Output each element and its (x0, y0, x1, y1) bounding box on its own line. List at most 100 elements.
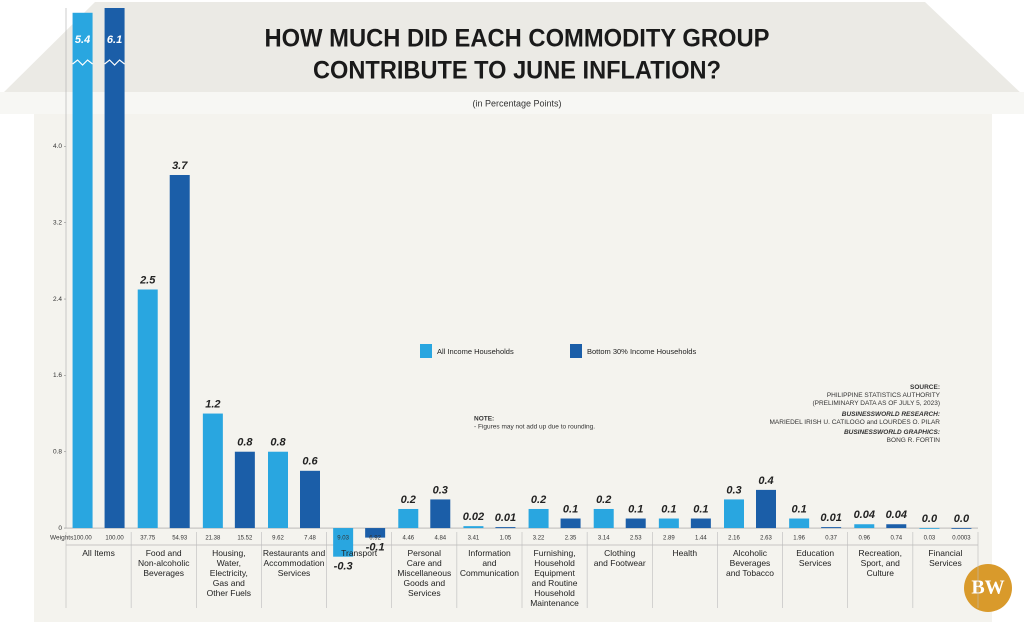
x-tick-label: Restaurants and Accommodation Services (262, 548, 326, 578)
bar (724, 499, 744, 529)
value-label: 1.2 (205, 398, 220, 410)
note-text: - Figures may not add up due to rounding… (474, 424, 595, 431)
weight-label: 1.96 (793, 536, 805, 542)
weight-label: 1.44 (695, 536, 707, 542)
legend-swatch (420, 344, 432, 358)
value-label: -0.1 (366, 542, 385, 554)
bar (951, 528, 972, 529)
y-tick-label: 0.8 (53, 448, 62, 455)
y-tick-label: 2.4 (53, 296, 62, 303)
weight-label: 2.89 (663, 536, 675, 542)
bar (560, 518, 581, 529)
value-label: 0.3 (726, 484, 741, 496)
value-label: 0.2 (596, 494, 611, 506)
bar (593, 508, 614, 529)
y-tick-label: 1.6 (53, 372, 62, 379)
weight-label: 2.53 (630, 536, 642, 542)
value-label: 0.01 (495, 512, 516, 524)
bar (137, 289, 158, 529)
bar (625, 518, 646, 529)
logo-badge (964, 564, 1012, 612)
y-tick-label: 4.0 (53, 143, 62, 150)
weight-label: 2.35 (565, 536, 577, 542)
value-label: 0.1 (628, 503, 643, 515)
x-tick-label: Personal Care and Miscellaneous Goods an… (397, 548, 452, 598)
source-line: (PRELIMINARY DATA AS OF JULY 5, 2023) (812, 400, 940, 408)
bar (430, 499, 451, 529)
weight-label: 0.37 (825, 536, 837, 542)
logo: BW (971, 577, 1004, 599)
value-label: 0.0 (954, 513, 970, 525)
weight-label: 0.0003 (952, 536, 971, 542)
value-label: 0.01 (820, 512, 841, 524)
weight-label: 21.38 (205, 536, 221, 542)
x-tick-label: All Items (82, 548, 115, 558)
value-label: 0.1 (791, 503, 806, 515)
weight-label: 100.00 (105, 536, 124, 542)
value-label: 0.1 (563, 503, 578, 515)
bar (398, 508, 419, 529)
x-tick-label: Information and Communication (459, 548, 519, 578)
x-tick-label: Education Services (796, 548, 835, 568)
chart-title: CONTRIBUTE TO JUNE INFLATION? (313, 57, 721, 85)
weight-label: 37.75 (140, 536, 156, 542)
bar (365, 528, 386, 538)
value-label: 0.8 (270, 437, 286, 449)
x-tick-label: Alcoholic Beverages and Tobacco (725, 548, 775, 578)
value-label: 5.4 (75, 34, 90, 46)
x-tick-label: Recreation, Sport, and Culture (858, 548, 903, 578)
chart-title: HOW MUCH DID EACH COMMODITY GROUP (265, 25, 770, 53)
source-line: PHILIPPINE STATISTICS AUTHORITY (826, 392, 940, 400)
value-label: 3.7 (172, 160, 188, 172)
bar (919, 528, 940, 529)
x-tick-label: Clothing and Footwear (593, 548, 646, 568)
legend-label: All Income Households (437, 347, 514, 356)
bar (690, 518, 711, 529)
value-label: 0.8 (237, 437, 253, 449)
weights-label: Weights (50, 535, 74, 542)
weight-label: 9.62 (272, 536, 284, 542)
weight-label: 3.22 (533, 536, 545, 542)
legend-label: Bottom 30% Income Households (587, 347, 696, 356)
house-body (34, 114, 992, 622)
value-label: 0.4 (758, 475, 773, 487)
weight-label: 15.52 (237, 536, 253, 542)
x-tick-label: Transport (341, 548, 378, 558)
bar (854, 524, 875, 529)
bar (104, 8, 125, 529)
bar (72, 12, 93, 529)
weight-label: 3.14 (598, 536, 610, 542)
value-label: 0.04 (886, 509, 907, 521)
bar (756, 489, 776, 529)
value-label: 0.6 (302, 456, 318, 468)
bar (886, 524, 907, 529)
weight-label: 4.46 (402, 536, 414, 542)
bar (202, 413, 223, 529)
bar (789, 518, 810, 529)
weight-label: 0.74 (890, 536, 902, 542)
bar (658, 518, 679, 529)
source-line: BUSINESSWORLD GRAPHICS: (843, 429, 940, 436)
weight-label: 4.84 (434, 536, 446, 542)
value-label: 0.02 (463, 511, 484, 523)
value-label: 0.1 (661, 503, 676, 515)
weight-label: 6.92 (369, 536, 381, 542)
weight-label: 54.93 (172, 536, 188, 542)
weight-label: 7.48 (304, 536, 316, 542)
note-title: NOTE: (474, 416, 494, 423)
value-label: 0.2 (401, 494, 416, 506)
source-line: BONG R. FORTIN (886, 437, 940, 445)
bar (495, 527, 516, 529)
source-line: BUSINESSWORLD RESEARCH: (841, 410, 940, 418)
value-label: 0.0 (922, 513, 938, 525)
y-tick-label: 3.2 (53, 219, 62, 226)
bar (463, 526, 484, 529)
axis-break (72, 59, 93, 66)
chart-subtitle: (in Percentage Points) (472, 98, 561, 108)
bar (234, 451, 255, 529)
bar (169, 174, 190, 529)
value-label: 0.3 (433, 484, 448, 496)
weight-label: 2.16 (728, 536, 740, 542)
